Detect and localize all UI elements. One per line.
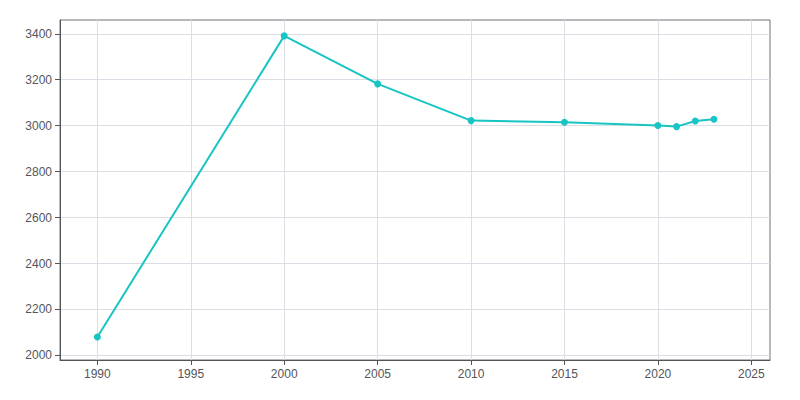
svg-text:2005: 2005 — [364, 367, 391, 381]
svg-text:2020: 2020 — [645, 367, 672, 381]
svg-text:1990: 1990 — [84, 367, 111, 381]
svg-text:2000: 2000 — [271, 367, 298, 381]
svg-text:2400: 2400 — [25, 257, 52, 271]
svg-text:2800: 2800 — [25, 165, 52, 179]
svg-text:2000: 2000 — [25, 348, 52, 362]
svg-text:2025: 2025 — [738, 367, 765, 381]
svg-text:3200: 3200 — [25, 73, 52, 87]
svg-text:2200: 2200 — [25, 302, 52, 316]
svg-text:2015: 2015 — [551, 367, 578, 381]
svg-text:1995: 1995 — [177, 367, 204, 381]
svg-text:2010: 2010 — [458, 367, 485, 381]
svg-text:2600: 2600 — [25, 211, 52, 225]
svg-text:3400: 3400 — [25, 27, 52, 41]
svg-text:3000: 3000 — [25, 119, 52, 133]
